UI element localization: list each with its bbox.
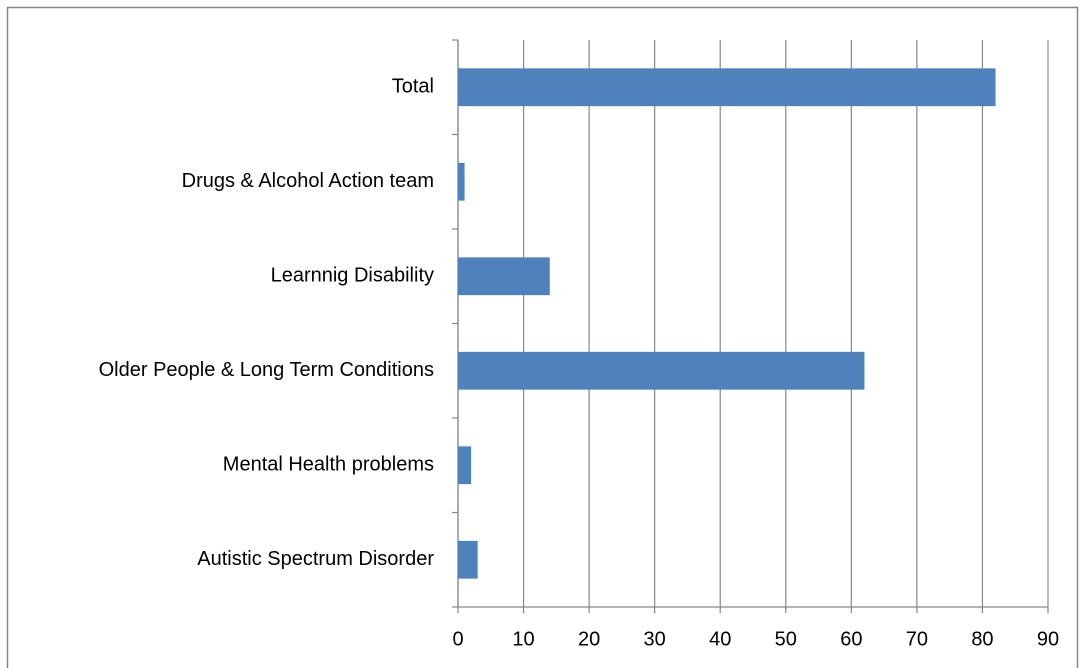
bar xyxy=(458,257,550,296)
x-tick-label: 30 xyxy=(644,628,666,650)
x-tick-label: 60 xyxy=(840,628,862,650)
x-tick-label: 20 xyxy=(578,628,600,650)
bar xyxy=(458,540,478,579)
y-tick-label: Learnnig Disability xyxy=(271,265,434,287)
x-tick-label: 50 xyxy=(775,628,797,650)
x-tick-label: 90 xyxy=(1037,628,1059,650)
y-tick-label: Drugs & Alcohol Action team xyxy=(182,170,434,192)
chart-border xyxy=(6,6,1079,668)
y-tick-label: Total xyxy=(392,76,434,98)
x-tick-label: 70 xyxy=(906,628,928,650)
y-tick-label: Older People & Long Term Conditions xyxy=(99,359,434,381)
x-tick-label: 80 xyxy=(971,628,993,650)
bar xyxy=(458,162,465,201)
x-tick-label: 10 xyxy=(512,628,534,650)
x-tick-label: 0 xyxy=(452,628,463,650)
bar xyxy=(458,351,865,390)
bar xyxy=(458,68,996,107)
x-tick-label: 40 xyxy=(709,628,731,650)
y-tick-label: Autistic Spectrum Disorder xyxy=(197,548,434,570)
y-tick-label: Mental Health problems xyxy=(223,454,434,476)
bar xyxy=(458,446,472,485)
